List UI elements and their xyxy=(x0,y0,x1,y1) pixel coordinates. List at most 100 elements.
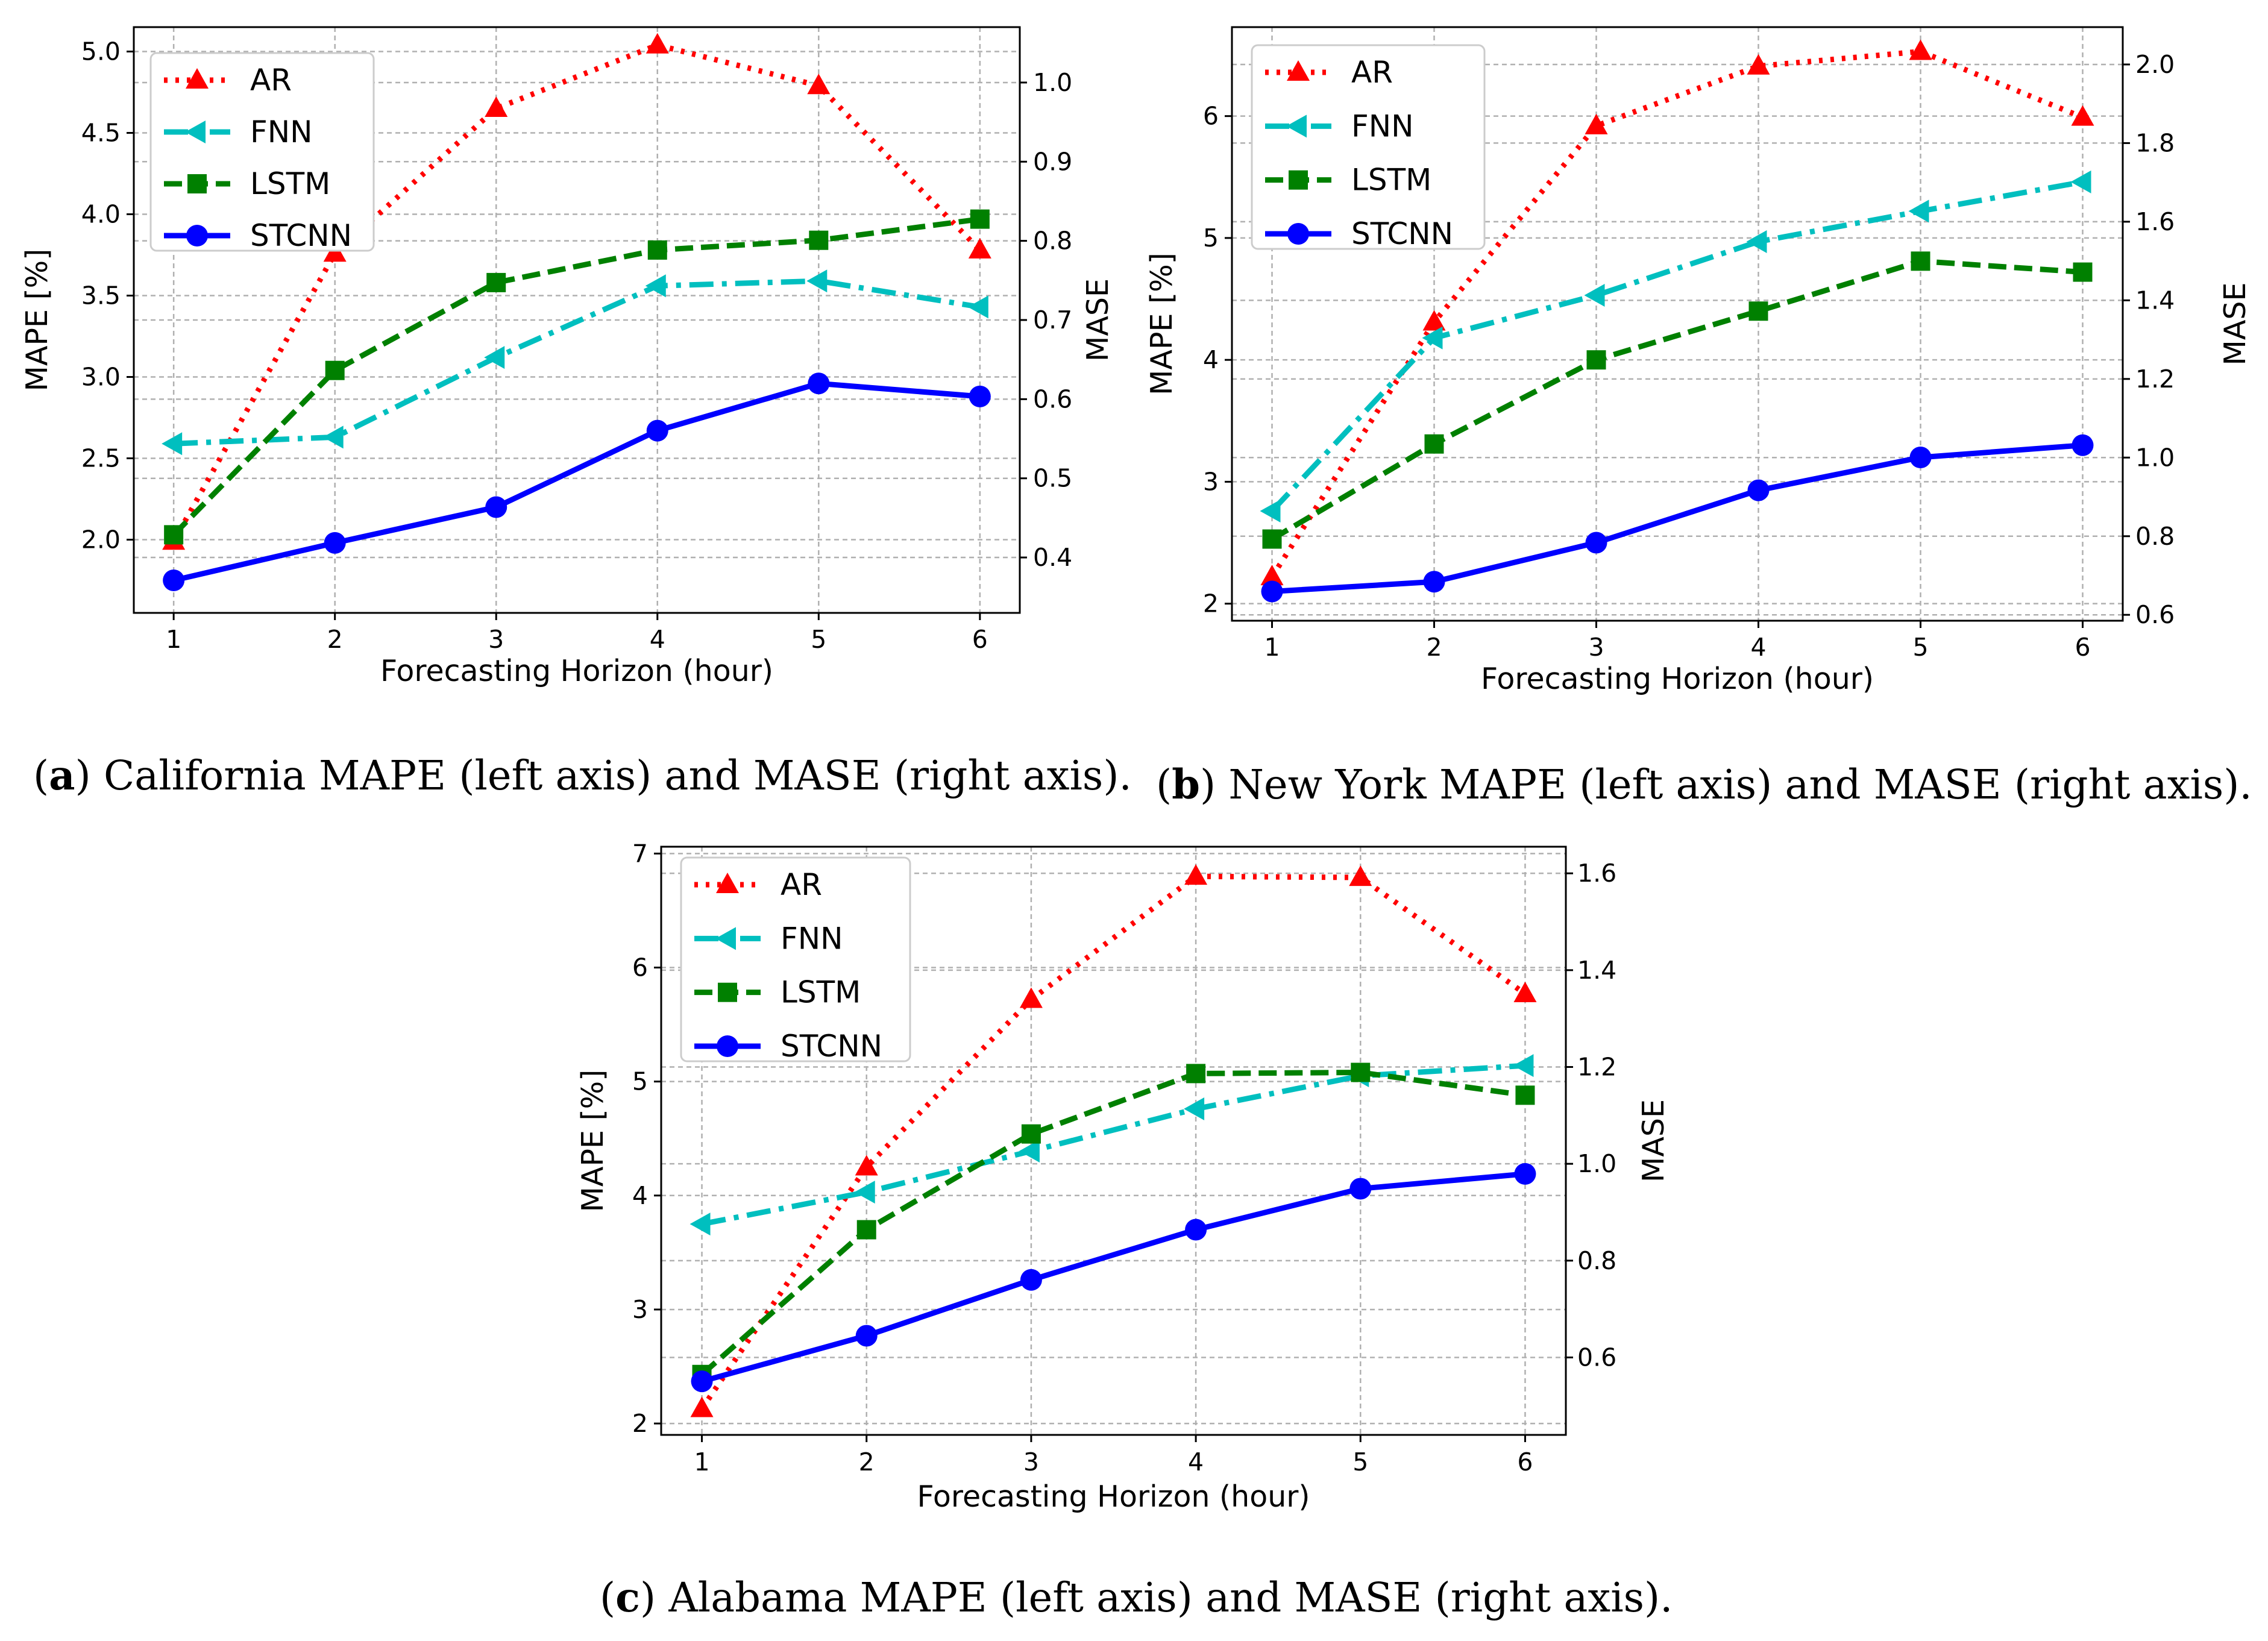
y-right-tick-label: 1.8 xyxy=(2135,128,2175,157)
data-point-lstm xyxy=(2073,262,2093,282)
y-tick-label: 4.5 xyxy=(81,119,121,148)
y-right-tick-label: 1.4 xyxy=(1577,956,1616,985)
chart-b: 1 2 3 4 5 6 2 3 4 5 6 0.6 0.8 1.0 1.2 1.4 1.6 1.8 2.0 Forec… xyxy=(1145,26,2252,808)
x-tick-label: 3 xyxy=(488,625,504,654)
series-stcnn xyxy=(1261,434,2094,603)
legend-box xyxy=(680,856,911,1062)
data-point-ar xyxy=(1513,982,1537,1002)
chart-a: 1 2 3 4 5 6 2.0 2.5 3.0 3.5 4.0 4.5 5.0 0.4 0.5 0.6 0.7 0… xyxy=(20,26,1132,799)
y-tick-label: 7 xyxy=(632,839,648,868)
legend-label-ar: AR xyxy=(250,63,292,98)
x-tick-label: 5 xyxy=(811,625,826,654)
data-point-stcnn xyxy=(1514,1163,1536,1185)
data-point-ar xyxy=(1422,310,1446,331)
x-tick-label: 1 xyxy=(166,625,181,654)
series-line-lstm xyxy=(700,1070,1526,1377)
legend: AR FNN LSTM STCNN xyxy=(149,52,375,253)
x-tick-label: 5 xyxy=(1352,1448,1368,1476)
y-tick-label: 3.5 xyxy=(81,281,121,310)
y-tick-label: 4.0 xyxy=(81,200,121,229)
data-point-fnn xyxy=(967,295,988,319)
x-axis-label: Forecasting Horizon (hour) xyxy=(1481,662,1874,696)
x-tick-label: 5 xyxy=(1912,633,1928,662)
data-point-lstm xyxy=(1351,1062,1371,1082)
data-point-fnn xyxy=(1513,1054,1534,1078)
series-line-fnn xyxy=(173,278,981,447)
series-lstm xyxy=(1262,251,2093,549)
y-tick-label: 4 xyxy=(632,1181,648,1210)
x-axis-label: Forecasting Horizon (hour) xyxy=(917,1479,1310,1514)
triangle-up-icon xyxy=(186,68,209,89)
data-point-fnn xyxy=(690,1213,711,1236)
caption-open: ( xyxy=(33,752,49,799)
y-tick-label: 2.0 xyxy=(81,526,121,554)
y-right-tick-label: 1.0 xyxy=(2135,443,2175,472)
series-ar xyxy=(162,33,991,550)
legend: AR FNN LSTM STCNN xyxy=(680,856,911,1064)
series-stcnn xyxy=(691,1163,1536,1393)
y-right-tick-label: 1.0 xyxy=(1577,1149,1616,1178)
data-point-ar xyxy=(968,237,991,259)
caption-open: ( xyxy=(1156,761,1172,808)
legend-box xyxy=(149,52,375,252)
data-point-lstm xyxy=(1262,529,1282,549)
circle-icon xyxy=(1287,223,1309,245)
data-point-ar xyxy=(1747,54,1770,75)
caption-letter: c xyxy=(615,1574,640,1621)
series-stcnn xyxy=(163,372,991,591)
legend: AR FNN LSTM STCNN xyxy=(1251,44,1486,251)
y-tick-label: 5 xyxy=(632,1067,648,1096)
data-point-ar xyxy=(2071,105,2094,126)
data-point-stcnn xyxy=(1585,532,1607,554)
series-ar xyxy=(1260,39,2094,586)
y-right-tick-label: 1.6 xyxy=(2135,207,2175,236)
series-line-ar xyxy=(1269,48,2084,579)
legend-label-ar: AR xyxy=(1351,55,1393,90)
legend-label-stcnn: STCNN xyxy=(1351,216,1453,251)
data-point-stcnn xyxy=(646,419,668,442)
legend-label-fnn: FNN xyxy=(250,115,313,149)
data-point-ar xyxy=(1349,865,1372,886)
chart-c: 1 2 3 4 5 6 2 3 4 5 6 7 0.6 0.8 1.0 1.2 1.4 1.6 Forecastin… xyxy=(576,839,1673,1621)
y-right-tick-label: 0.8 xyxy=(1033,227,1072,256)
triangle-left-icon xyxy=(1286,115,1307,138)
x-tick-label: 4 xyxy=(1188,1448,1204,1476)
data-point-fnn xyxy=(2070,170,2091,193)
series-line-lstm xyxy=(1271,258,2083,542)
y-right-tick-label: 0.5 xyxy=(1033,464,1072,493)
data-point-ar xyxy=(646,33,669,54)
series-lstm xyxy=(164,209,990,545)
y-right-tick-label: 1.4 xyxy=(2135,286,2175,315)
data-point-stcnn xyxy=(1020,1269,1042,1291)
data-point-lstm xyxy=(164,525,184,545)
y-right-tick-label: 1.0 xyxy=(1033,68,1072,97)
series-line-lstm xyxy=(171,216,981,537)
data-point-lstm xyxy=(1586,350,1606,370)
legend-label-lstm: LSTM xyxy=(1351,163,1431,198)
y-right-axis-label: MASE xyxy=(1636,1099,1671,1182)
triangle-left-icon xyxy=(715,927,736,950)
x-tick-label: 4 xyxy=(1750,633,1766,662)
y-tick-label: 3 xyxy=(632,1295,648,1324)
x-tick-label: 4 xyxy=(650,625,665,654)
data-point-fnn xyxy=(806,269,828,293)
caption-text: ) New York MAPE (left axis) and MASE (ri… xyxy=(1200,761,2252,808)
y-axis-label: MAPE [%] xyxy=(20,249,54,392)
data-point-stcnn xyxy=(485,496,507,518)
y-right-tick-label: 1.6 xyxy=(1577,859,1616,888)
data-point-ar xyxy=(1909,39,1932,60)
data-point-lstm xyxy=(1021,1124,1041,1144)
data-point-ar xyxy=(1260,565,1284,586)
caption-letter: a xyxy=(49,751,75,799)
data-point-ar xyxy=(690,1396,714,1417)
circle-icon xyxy=(717,1035,738,1057)
data-point-fnn xyxy=(1584,283,1605,307)
data-point-lstm xyxy=(1911,251,1930,271)
legend-label-fnn: FNN xyxy=(1351,108,1414,143)
y-right-axis-label: MASE xyxy=(1081,278,1115,362)
x-tick-label: 3 xyxy=(1588,633,1604,662)
square-icon xyxy=(187,174,207,193)
data-point-stcnn xyxy=(808,372,830,395)
triangle-up-icon xyxy=(716,873,739,893)
